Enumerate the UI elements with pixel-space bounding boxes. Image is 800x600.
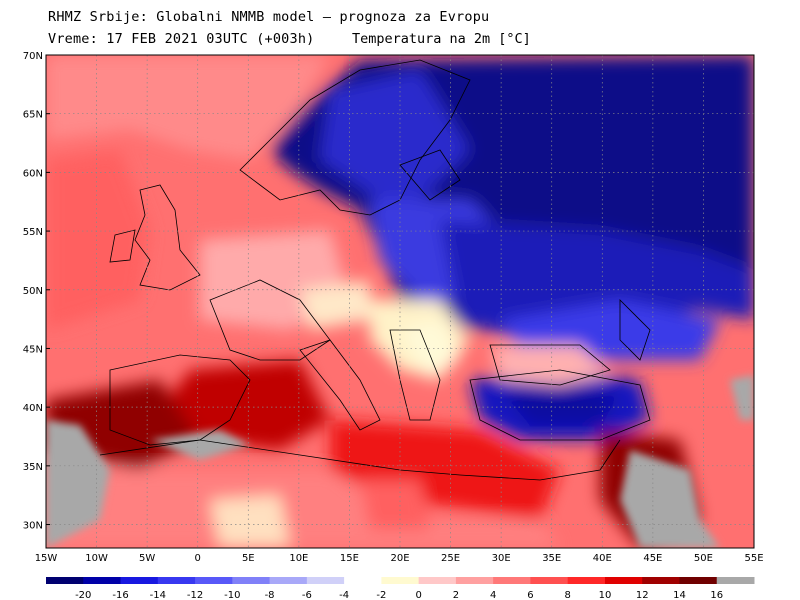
legend-swatch bbox=[716, 577, 755, 584]
latitude-label: 60N bbox=[23, 168, 43, 179]
longitude-label: 10E bbox=[289, 553, 308, 564]
legend-label: 8 bbox=[564, 590, 570, 600]
longitude-label: 15E bbox=[340, 553, 359, 564]
graticule bbox=[46, 55, 754, 548]
longitude-label: 5W bbox=[139, 553, 155, 564]
longitude-label: 5E bbox=[242, 553, 255, 564]
longitude-label: 40E bbox=[593, 553, 612, 564]
legend-swatch bbox=[269, 577, 308, 584]
legend-label: -10 bbox=[224, 590, 240, 600]
legend-label: 12 bbox=[636, 590, 649, 600]
legend-label: 16 bbox=[710, 590, 723, 600]
map-frame bbox=[45, 54, 755, 549]
color-legend: -20 -16 -14 -12 -10 -8 -6 -4 -2 0 2 4 6 8 10 12 14 16 bbox=[46, 577, 755, 600]
legend-swatch bbox=[46, 577, 84, 584]
forecast-time: Vreme: 17 FEB 2021 03UTC (+003h) bbox=[48, 31, 315, 47]
longitude-label: 25E bbox=[441, 553, 460, 564]
latitude-labels: 70N 65N 60N 55N 50N 45N 40N 35N 30N bbox=[23, 51, 50, 532]
legend-label: -6 bbox=[302, 590, 312, 600]
longitude-label: 0 bbox=[195, 553, 201, 564]
legend-label: -14 bbox=[150, 590, 166, 600]
legend-label: 2 bbox=[453, 590, 459, 600]
temperature-field bbox=[46, 55, 754, 548]
legend-swatch bbox=[679, 577, 718, 584]
longitude-label: 35E bbox=[542, 553, 561, 564]
legend-label: -16 bbox=[112, 590, 128, 600]
longitude-labels: 15W 10W 5W 0 5E 10E 15E 20E 25E 30E 35E 40E 45E 50E 55… bbox=[35, 553, 764, 564]
longitude-label: 55E bbox=[744, 553, 763, 564]
legend-swatch bbox=[381, 577, 420, 584]
legend-label: -12 bbox=[187, 590, 203, 600]
legend-swatch bbox=[567, 577, 606, 584]
latitude-label: 30N bbox=[23, 521, 43, 532]
legend-label: -2 bbox=[376, 590, 386, 600]
legend-swatch bbox=[195, 577, 233, 584]
legend-label: -4 bbox=[339, 590, 349, 600]
latitude-label: 45N bbox=[23, 344, 43, 355]
map-title: RHMZ Srbije: Globalni NMMB model — progn… bbox=[48, 9, 490, 25]
legend-label: 14 bbox=[673, 590, 686, 600]
legend-label: -8 bbox=[265, 590, 275, 600]
legend-label: 0 bbox=[415, 590, 421, 600]
legend-label: 10 bbox=[599, 590, 612, 600]
legend-label: 6 bbox=[527, 590, 533, 600]
latitude-label: 35N bbox=[23, 462, 43, 473]
legend-label: -20 bbox=[75, 590, 91, 600]
latitude-label: 50N bbox=[23, 286, 43, 297]
legend-swatch bbox=[604, 577, 643, 584]
longitude-label: 50E bbox=[694, 553, 713, 564]
latitude-label: 65N bbox=[23, 110, 43, 121]
longitude-label: 20E bbox=[390, 553, 409, 564]
longitude-label: 45E bbox=[643, 553, 662, 564]
longitude-label: 10W bbox=[85, 553, 108, 564]
longitude-label: 30E bbox=[492, 553, 511, 564]
legend-swatch bbox=[232, 577, 271, 584]
longitude-label: 15W bbox=[35, 553, 58, 564]
legend-swatch bbox=[642, 577, 680, 584]
legend-swatch bbox=[530, 577, 569, 584]
legend-label: 4 bbox=[490, 590, 496, 600]
legend-swatch bbox=[418, 577, 457, 584]
legend-swatch bbox=[120, 577, 159, 584]
legend-swatch bbox=[344, 577, 382, 584]
latitude-label: 40N bbox=[23, 403, 43, 414]
legend-swatch bbox=[157, 577, 196, 584]
latitude-label: 70N bbox=[23, 51, 43, 62]
legend-swatch bbox=[83, 577, 122, 584]
variable-label: Temperatura na 2m [°C] bbox=[352, 31, 531, 47]
legend-swatch bbox=[306, 577, 345, 584]
legend-swatch bbox=[493, 577, 531, 584]
latitude-label: 55N bbox=[23, 227, 43, 238]
legend-swatch bbox=[455, 577, 494, 584]
